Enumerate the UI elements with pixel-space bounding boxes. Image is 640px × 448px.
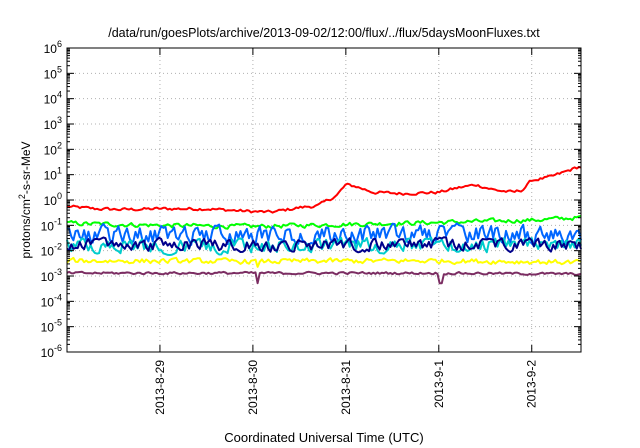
series-line-6 xyxy=(66,256,582,268)
y-tick-label: 106 xyxy=(44,39,62,56)
grid xyxy=(67,48,581,352)
x-tick-label: 2013-9-2 xyxy=(525,360,539,408)
y-tick-label: 103 xyxy=(44,115,62,132)
chart-title: /data/run/goesPlots/archive/2013-09-02/1… xyxy=(108,26,540,40)
y-tick-label: 100 xyxy=(44,191,62,208)
y-tick-label: 105 xyxy=(44,64,62,81)
y-tick-label: 10-1 xyxy=(41,216,62,233)
x-tick-label: 2013-9-1 xyxy=(432,360,446,408)
y-tick-label: 10-2 xyxy=(41,242,62,259)
y-tick-label: 10-3 xyxy=(41,267,62,284)
series-line-7 xyxy=(66,270,582,285)
y-axis: 106 105 104 103 102 101 100 10-1 10-2 10-3 10-4 10-… xyxy=(41,39,581,360)
series-line-3 xyxy=(66,222,582,247)
y-tick-label: 10-6 xyxy=(41,343,62,360)
series-line-5 xyxy=(66,236,582,254)
y-tick-label: 101 xyxy=(44,166,62,183)
y-tick-label: 10-4 xyxy=(41,292,62,309)
series-line-2 xyxy=(66,214,582,230)
x-tick-label: 2013-8-30 xyxy=(246,360,260,415)
series-line-1 xyxy=(66,166,582,214)
y-axis-label: protons/cm2-s-sr-MeV xyxy=(17,141,33,258)
series-layer xyxy=(66,166,582,285)
x-axis: 2013-8-29 2013-8-30 2013-8-31 2013-9-1 2013-… xyxy=(153,48,539,415)
x-tick-label: 2013-8-29 xyxy=(153,360,167,415)
x-axis-label: Coordinated Universal Time (UTC) xyxy=(224,430,423,445)
y-tick-label: 104 xyxy=(44,90,62,107)
series-line-4 xyxy=(66,236,582,256)
y-tick-label: 10-5 xyxy=(41,318,62,335)
x-tick-label: 2013-8-31 xyxy=(339,360,353,415)
y-tick-label: 102 xyxy=(44,140,62,157)
